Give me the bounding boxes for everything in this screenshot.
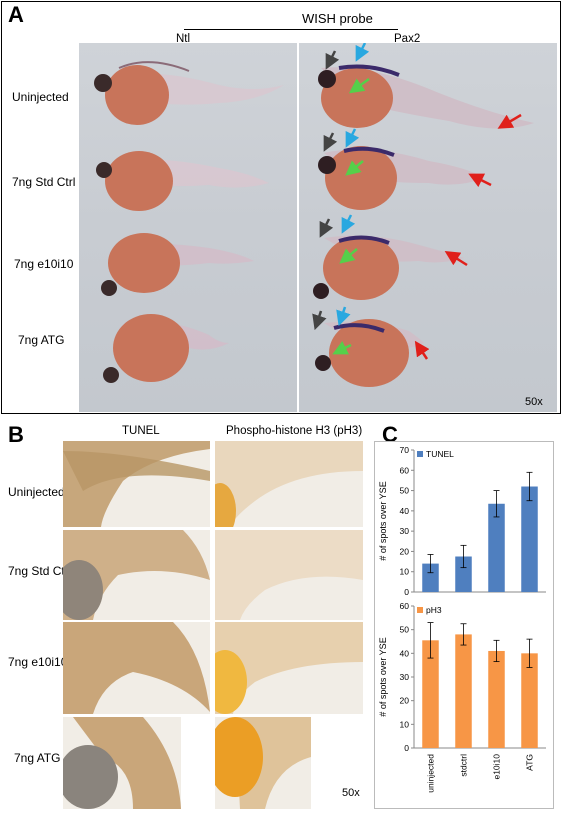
ph3-y-tick-label: 30 bbox=[400, 672, 410, 682]
b-row-label-atg: 7ng ATG bbox=[14, 751, 61, 765]
embryo-ntl-uninjected bbox=[94, 61, 284, 125]
probe-bracket-line bbox=[184, 29, 398, 30]
tunel-photo-atg bbox=[63, 717, 181, 809]
column-label-tunel: TUNEL bbox=[122, 425, 160, 437]
ph3-bar-e10i10 bbox=[488, 650, 505, 748]
column-label-ph3: Phospho-histone H3 (pH3) bbox=[226, 425, 363, 437]
ph3-bar-ATG bbox=[521, 653, 538, 748]
ph3-y-tick-label: 40 bbox=[400, 648, 410, 658]
ph3-category-label: uninjected bbox=[426, 754, 436, 793]
tunel-y-tick-label: 30 bbox=[400, 526, 410, 536]
tunel-y-tick-label: 50 bbox=[400, 486, 410, 496]
tunel-legend-label: TUNEL bbox=[426, 449, 454, 459]
tunel-chart: 0 10 20 30 40 50 60 70 # of spots over YSE TUNEL bbox=[376, 442, 552, 602]
ph3-y-tick-label: 0 bbox=[404, 743, 409, 753]
tunel-bar-ATG bbox=[521, 486, 538, 592]
ph3-photo-e10i10 bbox=[215, 622, 363, 714]
row-label-atg: 7ng ATG bbox=[18, 333, 65, 347]
ph3-photo-atg bbox=[215, 717, 311, 809]
embryo-pax2-e10i10 bbox=[313, 214, 468, 300]
ph3-y-axis-label: # of spots over YSE bbox=[378, 637, 388, 716]
tunel-bar-e10i10 bbox=[488, 503, 505, 592]
tunel-y-tick-label: 60 bbox=[400, 465, 410, 475]
tunel-legend-swatch bbox=[417, 451, 423, 457]
ph3-chart: 0 10 20 30 40 50 60 # of spots over YSE uninject… bbox=[376, 598, 552, 806]
tunel-y-tick-label: 20 bbox=[400, 546, 410, 556]
tunel-photo-e10i10 bbox=[63, 622, 210, 714]
tunel-y-tick-label: 10 bbox=[400, 567, 410, 577]
tunel-y-axis-label: # of spots over YSE bbox=[378, 481, 388, 560]
b-row-label-uninjected: Uninjected bbox=[8, 485, 65, 499]
ph3-chart-svg: 0 10 20 30 40 50 60 # of spots over YSE uninject… bbox=[378, 601, 546, 793]
row-label-uninjected: Uninjected bbox=[12, 90, 69, 104]
embryo-ntl-e10i10 bbox=[101, 233, 254, 296]
ph3-bar-uninjected bbox=[422, 640, 439, 748]
embryo-ntl-atg bbox=[103, 314, 229, 383]
embryo-pax2-uninjected bbox=[318, 42, 534, 129]
embryo-ntl-std-ctrl bbox=[96, 151, 269, 211]
ph3-y-tick-label: 60 bbox=[400, 601, 410, 611]
ph3-category-label: stdctrl bbox=[459, 754, 469, 777]
tunel-chart-svg: 0 10 20 30 40 50 60 70 # of spots over YSE TUNEL bbox=[378, 445, 546, 597]
ph3-category-label: ATG bbox=[525, 754, 535, 771]
column-label-ntl: Ntl bbox=[176, 33, 191, 45]
ph3-legend-label: pH3 bbox=[426, 605, 442, 615]
panel-b-letter: B bbox=[8, 422, 24, 447]
tunel-bar-uninjected bbox=[422, 563, 439, 592]
ph3-photo-std-ctrl bbox=[215, 530, 363, 620]
panel-a-letter: A bbox=[8, 2, 24, 27]
row-label-std-ctrl: 7ng Std Ctrl bbox=[12, 175, 76, 189]
tunel-y-tick-label: 70 bbox=[400, 445, 410, 455]
ph3-photo-uninjected bbox=[215, 441, 363, 527]
embryo-pax2-atg bbox=[312, 306, 430, 387]
embryo-pax2-std-ctrl bbox=[318, 128, 492, 210]
ph3-bar-stdctrl bbox=[455, 634, 472, 748]
ph3-y-tick-label: 50 bbox=[400, 625, 410, 635]
tunel-photo-std-ctrl bbox=[63, 530, 210, 620]
ph3-y-tick-label: 10 bbox=[400, 719, 410, 729]
wish-probe-title: WISH probe bbox=[302, 11, 373, 26]
ph3-y-tick-label: 20 bbox=[400, 696, 410, 706]
ph3-legend-swatch bbox=[417, 607, 423, 613]
b-row-label-std-ctrl: 7ng Std Ctrl bbox=[8, 564, 72, 578]
tunel-bar-stdctrl bbox=[455, 556, 472, 592]
pax2-embryo-photo bbox=[299, 42, 557, 412]
tunel-photo-uninjected bbox=[63, 441, 210, 527]
panel-c-letter: C bbox=[382, 422, 398, 447]
column-label-pax2: Pax2 bbox=[394, 33, 421, 45]
b-row-label-e10i10: 7ng e10i10 bbox=[8, 655, 68, 669]
row-label-e10i10: 7ng e10i10 bbox=[14, 257, 74, 271]
ph3-category-label: e10i10 bbox=[492, 754, 502, 780]
panel-c-border bbox=[374, 441, 554, 809]
ntl-embryo-photo bbox=[79, 43, 297, 412]
tunel-y-tick-label: 40 bbox=[400, 506, 410, 516]
panel-a-magnification: 50x bbox=[525, 396, 543, 408]
panel-b-magnification: 50x bbox=[342, 787, 360, 799]
tunel-y-tick-label: 0 bbox=[404, 587, 409, 597]
